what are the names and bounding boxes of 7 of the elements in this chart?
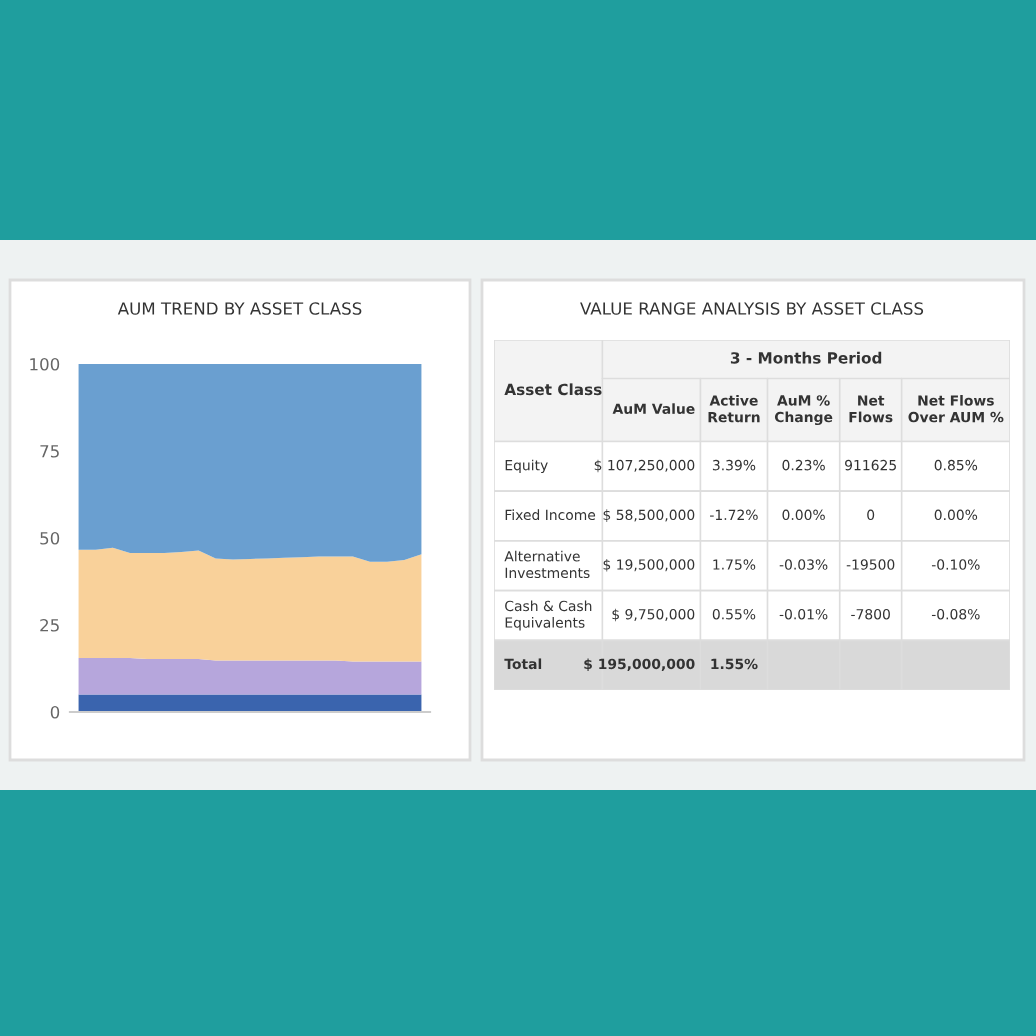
y-tick-label: 50 (40, 531, 60, 545)
y-tick-label: 100 (30, 357, 60, 371)
y-tick-label: 75 (40, 445, 59, 458)
y-tick-label: 0 (50, 705, 60, 719)
text: VALUE RANGE ANALYSIS BY ASSET CLASS (580, 302, 924, 315)
y-tick-label: 25 (40, 618, 59, 632)
chart-title: AUM TREND BY ASSET CLASS (117, 302, 362, 315)
